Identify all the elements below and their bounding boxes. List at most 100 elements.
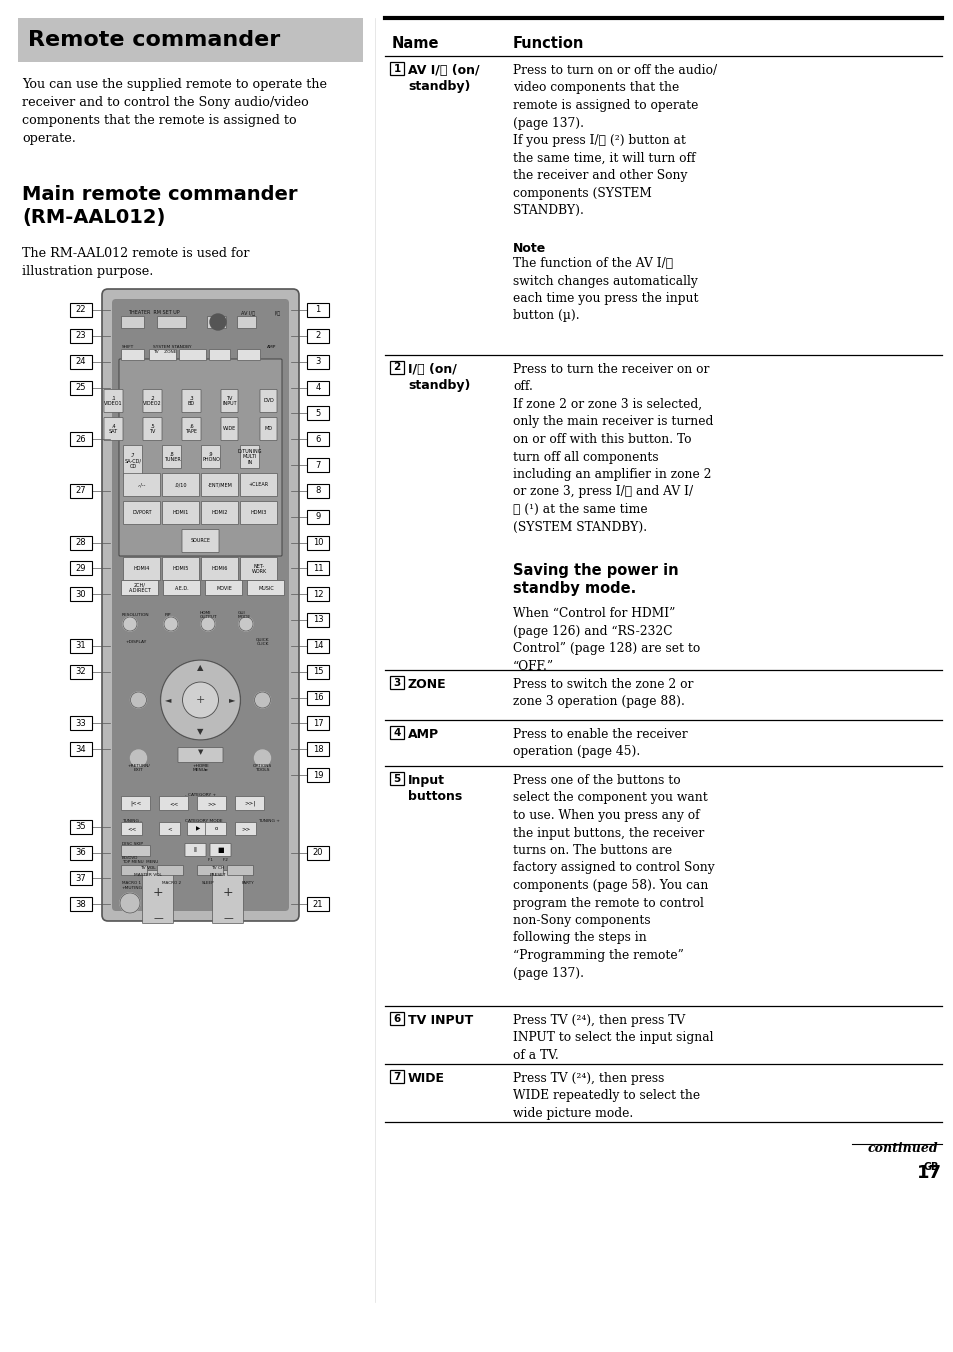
FancyBboxPatch shape bbox=[70, 561, 91, 576]
FancyBboxPatch shape bbox=[162, 557, 199, 580]
Text: D.TUNING
MULTI
IN: D.TUNING MULTI IN bbox=[237, 449, 262, 465]
Circle shape bbox=[254, 692, 271, 708]
FancyBboxPatch shape bbox=[307, 898, 329, 911]
Text: 10: 10 bbox=[313, 538, 323, 548]
Text: .8
TUNER: .8 TUNER bbox=[164, 452, 180, 462]
FancyBboxPatch shape bbox=[210, 844, 231, 857]
Text: <<: << bbox=[128, 826, 136, 831]
Text: The RM-AAL012 remote is used for
illustration purpose.: The RM-AAL012 remote is used for illustr… bbox=[22, 247, 250, 279]
Circle shape bbox=[120, 894, 140, 913]
FancyBboxPatch shape bbox=[123, 502, 160, 525]
Text: 2CH/
A.DIRECT: 2CH/ A.DIRECT bbox=[129, 583, 152, 594]
Text: When “Control for HDMI”
(page 126) and “RS-232C
Control” (page 128) are set to
“: When “Control for HDMI” (page 126) and “… bbox=[513, 607, 700, 672]
FancyBboxPatch shape bbox=[307, 845, 329, 860]
Text: 34: 34 bbox=[75, 745, 86, 753]
Text: 5: 5 bbox=[315, 408, 320, 418]
Text: I/⏽ (on/
standby): I/⏽ (on/ standby) bbox=[408, 362, 470, 392]
Text: Function: Function bbox=[513, 37, 584, 51]
Text: HDMI
OUTPUT: HDMI OUTPUT bbox=[200, 611, 217, 619]
Text: ▼: ▼ bbox=[197, 727, 204, 737]
FancyBboxPatch shape bbox=[142, 871, 173, 923]
Text: ▲: ▲ bbox=[197, 664, 204, 672]
FancyBboxPatch shape bbox=[307, 433, 329, 446]
Text: HDMI2: HDMI2 bbox=[212, 511, 228, 515]
FancyBboxPatch shape bbox=[201, 446, 220, 469]
FancyBboxPatch shape bbox=[247, 580, 284, 595]
Text: —: — bbox=[153, 913, 163, 923]
FancyBboxPatch shape bbox=[307, 380, 329, 395]
Text: -ENT/MEM: -ENT/MEM bbox=[208, 483, 233, 488]
FancyBboxPatch shape bbox=[70, 845, 91, 860]
FancyBboxPatch shape bbox=[307, 329, 329, 343]
Text: MUSIC: MUSIC bbox=[258, 585, 274, 591]
FancyBboxPatch shape bbox=[70, 665, 91, 679]
Text: Main remote commander
(RM-AAL012): Main remote commander (RM-AAL012) bbox=[22, 185, 297, 227]
Text: NET-
WORK: NET- WORK bbox=[251, 564, 266, 575]
Text: +DISPLAY: +DISPLAY bbox=[126, 639, 147, 644]
Text: +HOME
MENU►: +HOME MENU► bbox=[192, 764, 209, 772]
FancyBboxPatch shape bbox=[178, 748, 223, 763]
FancyBboxPatch shape bbox=[121, 845, 151, 857]
Text: Note: Note bbox=[513, 242, 546, 256]
Text: 1: 1 bbox=[315, 306, 320, 315]
FancyBboxPatch shape bbox=[307, 691, 329, 704]
FancyBboxPatch shape bbox=[70, 639, 91, 653]
Text: 30: 30 bbox=[75, 589, 86, 599]
FancyBboxPatch shape bbox=[235, 796, 264, 810]
Text: ►: ► bbox=[229, 695, 235, 704]
Text: .5
TV: .5 TV bbox=[150, 423, 155, 434]
Text: ◄: ◄ bbox=[165, 695, 172, 704]
FancyBboxPatch shape bbox=[104, 418, 123, 441]
Text: 25: 25 bbox=[75, 383, 86, 392]
Bar bbox=[18, 18, 363, 62]
Text: SHIFT: SHIFT bbox=[122, 345, 134, 349]
FancyBboxPatch shape bbox=[70, 742, 91, 756]
FancyBboxPatch shape bbox=[390, 772, 403, 786]
Text: 2: 2 bbox=[315, 331, 320, 341]
Text: +CLEAR: +CLEAR bbox=[249, 483, 269, 488]
Text: You can use the supplied remote to operate the
receiver and to control the Sony : You can use the supplied remote to opera… bbox=[22, 78, 327, 145]
Text: 3: 3 bbox=[393, 677, 400, 688]
FancyBboxPatch shape bbox=[143, 389, 162, 412]
Text: 21: 21 bbox=[313, 899, 323, 909]
Text: >>: >> bbox=[241, 826, 251, 831]
FancyBboxPatch shape bbox=[162, 502, 199, 525]
FancyBboxPatch shape bbox=[237, 350, 260, 361]
Text: MOVIE: MOVIE bbox=[215, 585, 232, 591]
Text: 9: 9 bbox=[315, 512, 320, 521]
Text: 26: 26 bbox=[75, 434, 86, 443]
Text: >>: >> bbox=[207, 800, 216, 806]
Text: Saving the power in
standby mode.: Saving the power in standby mode. bbox=[513, 562, 678, 596]
Text: Press one of the buttons to
select the component you want
to use. When you press: Press one of the buttons to select the c… bbox=[513, 773, 714, 979]
FancyBboxPatch shape bbox=[121, 822, 142, 836]
FancyBboxPatch shape bbox=[227, 865, 253, 876]
Text: TV
INPUT: TV INPUT bbox=[222, 396, 236, 407]
FancyBboxPatch shape bbox=[260, 418, 276, 441]
FancyBboxPatch shape bbox=[70, 871, 91, 886]
FancyBboxPatch shape bbox=[70, 535, 91, 549]
FancyBboxPatch shape bbox=[221, 418, 237, 441]
FancyBboxPatch shape bbox=[213, 871, 243, 923]
Text: HDMI1: HDMI1 bbox=[172, 511, 189, 515]
Text: DVPORT: DVPORT bbox=[132, 511, 152, 515]
FancyBboxPatch shape bbox=[208, 316, 226, 329]
FancyBboxPatch shape bbox=[162, 446, 181, 469]
FancyBboxPatch shape bbox=[70, 329, 91, 343]
Text: .4
SAT: .4 SAT bbox=[109, 423, 118, 434]
Circle shape bbox=[131, 750, 147, 767]
Text: 17: 17 bbox=[916, 1164, 941, 1182]
Text: Input
buttons: Input buttons bbox=[408, 773, 462, 803]
Text: ZONE: ZONE bbox=[408, 677, 446, 691]
Text: 24: 24 bbox=[75, 357, 86, 366]
Text: .3
BD: .3 BD bbox=[188, 396, 194, 407]
Text: ▶: ▶ bbox=[195, 826, 200, 831]
FancyBboxPatch shape bbox=[123, 557, 160, 580]
Text: >>|: >>| bbox=[244, 800, 255, 806]
Text: F1        F2: F1 F2 bbox=[208, 859, 228, 863]
FancyBboxPatch shape bbox=[307, 742, 329, 756]
FancyBboxPatch shape bbox=[221, 389, 237, 412]
FancyBboxPatch shape bbox=[150, 350, 176, 361]
FancyBboxPatch shape bbox=[235, 822, 256, 836]
FancyBboxPatch shape bbox=[162, 473, 199, 496]
Text: 16: 16 bbox=[313, 694, 323, 702]
